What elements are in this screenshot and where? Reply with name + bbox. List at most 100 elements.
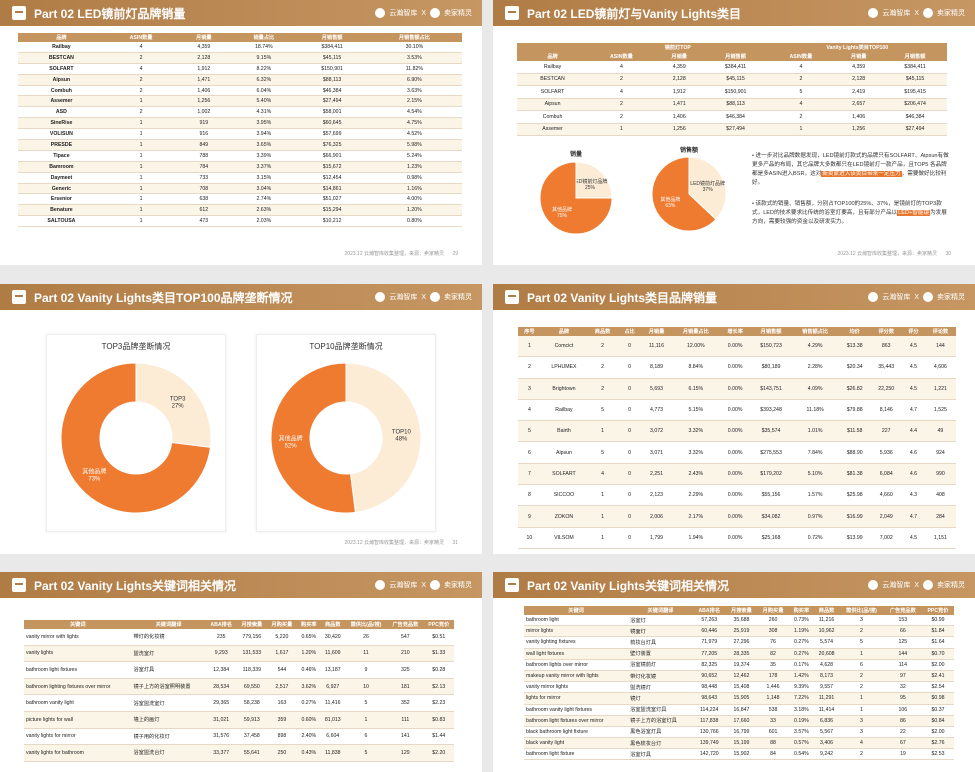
table-cell: 0.98% — [366, 172, 462, 184]
table-cell: 0.27% — [788, 648, 814, 660]
table-cell: $13.99 — [838, 527, 871, 549]
table-cell: 250 — [266, 744, 297, 762]
column-header: 月销售额 — [703, 52, 768, 61]
table-cell: 5.10% — [791, 463, 839, 486]
table-row: Assemer 1 1,256 5.40% $27,494 2.15% — [18, 95, 462, 108]
table-cell: 784 — [177, 161, 231, 173]
table-cell: 4,359 — [654, 61, 704, 74]
table-cell: 浴室盥洗室灯具 — [628, 704, 693, 716]
table-cell: 1,471 — [654, 98, 704, 111]
table-cell: $45,115 — [703, 73, 768, 86]
table-row: lights for mirror 镜灯 98,643 15,905 1,148 7.22… — [524, 692, 954, 705]
slide-icon — [12, 290, 26, 304]
table-row: 1 Comcict 2 0 11,116 12.00% 0.00% $150,723 4.29%… — [518, 336, 956, 358]
table-cell: 8 — [518, 484, 541, 507]
column-header: 评论数 — [924, 327, 956, 336]
sellersprite-logo-icon — [430, 292, 440, 302]
table-cell: 66 — [883, 625, 922, 638]
table-cell: 4 — [588, 85, 655, 99]
table-cell: black bathroom light fixture — [524, 726, 629, 739]
table-cell: 11 — [344, 645, 388, 663]
pie-slice — [60, 362, 211, 514]
table-cell: 16,799 — [725, 726, 758, 739]
table-cell: 12.00% — [672, 336, 720, 358]
table-cell: 2 — [104, 85, 178, 97]
table-cell: $27,494 — [703, 123, 768, 136]
table-cell: 22,250 — [870, 378, 902, 400]
table-cell: 125 — [883, 636, 922, 649]
table-row: 5 Bairth 1 0 3,072 3.32% 0.00% $35,574 1.01% $11.… — [518, 420, 956, 443]
table-row: Railbay 4 4,359 18.74% $384,411 30.10% — [18, 42, 462, 53]
table-cell: 黑色浴室灯具 — [628, 726, 693, 739]
table-cell: 26 — [344, 629, 388, 646]
table-cell: $57,699 — [297, 128, 367, 141]
table-cell: Comcict — [540, 336, 588, 358]
page-number: 29 — [452, 251, 458, 257]
table-cell: 117,838 — [692, 715, 726, 727]
column-header: 月搜索量 — [236, 620, 267, 629]
table-cell: 带灯的化妆镜 — [131, 629, 206, 646]
column-header: 销量占比 — [230, 33, 298, 42]
column-header: 增长率 — [719, 327, 751, 336]
column-header: 品牌 — [18, 33, 105, 42]
group-spacer — [517, 43, 589, 52]
top10-chart-card: TOP10品牌垄断情况 TOP10 48% 其他品牌 52% — [256, 334, 436, 532]
sellersprite-logo-icon — [923, 292, 933, 302]
column-header: ASIN数量 — [588, 52, 655, 61]
slice-label: TOP3 — [170, 396, 186, 402]
column-header: 均价 — [838, 327, 871, 336]
table-cell: $0.28 — [423, 661, 454, 679]
table-cell: 90,652 — [692, 670, 726, 683]
slide-vanity-monopoly[interactable]: Part 02 Vanity Lights类目TOP100品牌垄断情况 云瀚智库… — [0, 284, 482, 554]
table-cell: 1,912 — [177, 63, 231, 75]
table-cell: 3 — [839, 615, 884, 627]
pie-slice — [270, 362, 356, 514]
table-cell: bathroom vanity light fixtures — [524, 704, 629, 716]
table-row: vanity lights for mirror 镜子用的化妆灯 31,576 37,… — [24, 728, 454, 746]
column-header: PPC竞价 — [921, 606, 954, 615]
table-cell: $20.34 — [838, 356, 871, 379]
table-cell: mirror lights — [524, 625, 629, 638]
table-cell: vanity lighting fixtures — [524, 636, 629, 649]
insight-2: • 该款式的销量、销售额，分别占TOP100的25%、37%，是镜前灯的TOP3… — [752, 201, 947, 225]
table-cell: 0.46% — [296, 661, 321, 679]
table-cell: 2 — [588, 73, 655, 86]
table-row: black bathroom light fixture 黑色浴室灯具 130,76… — [524, 726, 954, 739]
table-cell: $55,156 — [750, 484, 792, 507]
table-cell: 2,657 — [834, 98, 884, 111]
table-row: BESTCAN 2 2,128 $45,115 2 2,128 $45,115 — [517, 73, 947, 86]
column-header: 月销量占比 — [672, 327, 720, 336]
table-cell: 612 — [177, 204, 231, 217]
table-cell: 0.00% — [719, 441, 751, 464]
table-cell: 5 — [839, 636, 884, 649]
logo-sep: X — [421, 581, 426, 589]
table-cell: 3.57% — [788, 726, 814, 739]
table-cell: 浴室镜前灯 — [628, 659, 693, 671]
pie-slice — [345, 362, 422, 513]
pie-slice — [688, 156, 727, 221]
table-cell: 2.17% — [672, 505, 720, 528]
table-cell: Aipsun — [18, 74, 105, 86]
table-cell: 0 — [618, 378, 641, 400]
table-cell: 4 — [767, 98, 835, 111]
table-row: 6 Aipsun 5 0 3,071 3.32% 0.00% $275,553 7.84% $88… — [518, 441, 956, 464]
table-cell: 359 — [266, 711, 297, 729]
table-cell: 8,173 — [813, 670, 840, 683]
header-logos: 云瀚智库 X 卖家精灵 — [868, 292, 965, 302]
header-logos: 云瀚智库 X 卖家精灵 — [375, 8, 472, 18]
table-cell: 5 — [344, 744, 388, 762]
table-cell: $46,384 — [703, 110, 768, 124]
table-cell: VILSOM — [540, 527, 588, 549]
table-cell: 1 — [839, 648, 884, 660]
table-cell: 15,199 — [725, 737, 758, 750]
table-cell: Bairth — [540, 420, 588, 443]
slide-title: Part 02 LED镜前灯与Vanity Lights类目 — [527, 6, 742, 21]
table-cell: 84 — [757, 748, 789, 761]
keywords-table-1: 关键词 关键词翻译 ABA排名 月搜索量 月购买量 购买率 商品数 需供比(品/搜) 广告竞品数… — [24, 620, 454, 762]
table-cell: 28,335 — [725, 648, 758, 660]
table-cell: 2 — [104, 106, 178, 119]
table-cell: 3.65% — [230, 139, 298, 151]
table-cell: 2 — [839, 670, 884, 683]
slide-footer: 2023.12 云瀚智库收集整理，来源：卖家精灵 — [344, 251, 444, 257]
table-cell: 黑色梳妆台灯 — [628, 737, 693, 750]
